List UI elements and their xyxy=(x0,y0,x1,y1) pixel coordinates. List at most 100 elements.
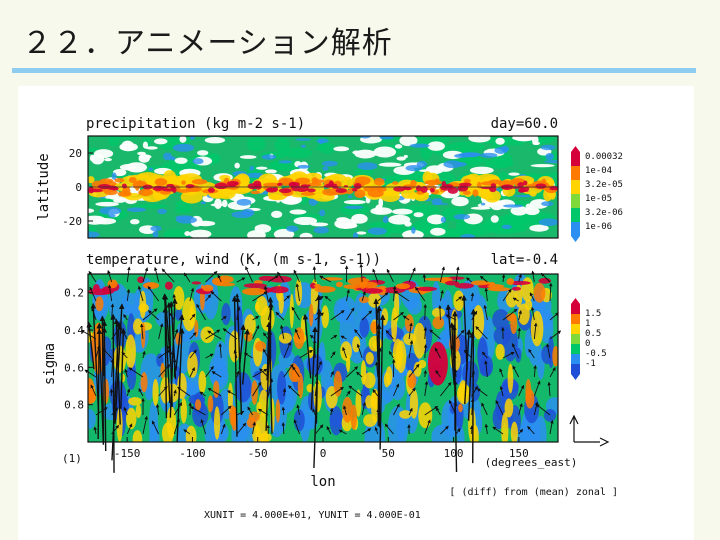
strong-wind-vector xyxy=(101,327,108,451)
wind-vector xyxy=(346,289,350,302)
colorbar-bottom-triangle xyxy=(571,374,580,380)
precip-blob xyxy=(163,228,190,238)
light-precip-blob xyxy=(453,214,471,220)
cold-anomaly-blob xyxy=(543,409,557,422)
colorbar-swatch xyxy=(571,166,580,180)
precip-band-core xyxy=(420,185,428,193)
wind-vector xyxy=(139,323,144,340)
colorbar-swatch xyxy=(571,180,580,194)
wind-vector xyxy=(283,295,291,302)
wind-vector xyxy=(283,341,291,359)
precip-band-core xyxy=(214,182,228,190)
dry-patch xyxy=(264,169,277,174)
upper-layer-blob xyxy=(137,276,145,284)
colorbar-label: -1 xyxy=(585,359,596,369)
dry-patch xyxy=(145,146,158,150)
light-precip-blob xyxy=(513,195,534,198)
light-precip-blob xyxy=(357,162,378,170)
precip-band-core xyxy=(185,184,195,189)
strong-wind-vector xyxy=(166,302,173,407)
warm-anomaly-blob xyxy=(185,425,197,442)
wind-vector xyxy=(377,292,389,302)
wind-vector xyxy=(252,291,268,302)
wind-vector xyxy=(533,380,541,397)
wind-vector xyxy=(158,349,171,359)
wind-vector xyxy=(528,348,535,359)
strong-wind-vector xyxy=(241,328,250,385)
precip-band-blob xyxy=(138,188,154,197)
strong-wind-vector xyxy=(234,296,243,416)
warm-anomaly-blob xyxy=(198,370,207,394)
temp-blob xyxy=(304,415,318,430)
light-precip-blob xyxy=(544,160,558,164)
warm-anomaly-blob xyxy=(213,380,220,398)
light-precip-blob xyxy=(249,165,255,171)
wind-vector xyxy=(330,370,334,378)
dry-patch xyxy=(104,158,112,162)
wind-vector xyxy=(161,268,175,283)
light-precip-blob xyxy=(297,164,310,169)
colorbar-label: 3.2e-05 xyxy=(585,180,623,190)
light-precip-blob xyxy=(501,224,512,230)
wind-vector xyxy=(393,311,404,321)
warm-anomaly-blob xyxy=(275,399,281,423)
warm-anomaly-blob xyxy=(346,354,351,373)
dry-patch xyxy=(373,146,397,158)
colorbar-swatch xyxy=(571,364,580,374)
dry-patch xyxy=(468,136,491,143)
colorbar-label: -0.5 xyxy=(585,349,607,359)
precip-band-blob xyxy=(488,179,503,185)
cold-anomaly-blob xyxy=(329,405,343,436)
warm-anomaly-blob xyxy=(505,289,518,308)
warm-anomaly-blob xyxy=(207,395,214,413)
dry-patch xyxy=(351,213,368,224)
wind-vector xyxy=(439,289,444,302)
temp-blob xyxy=(148,400,159,442)
wind-vector xyxy=(295,283,300,302)
wind-vector xyxy=(226,390,238,397)
wind-vector xyxy=(423,326,428,340)
wind-vector xyxy=(247,406,253,416)
light-precip-blob xyxy=(494,146,508,154)
wind-vector xyxy=(374,361,379,378)
wind-vector xyxy=(236,410,245,416)
light-precip-blob xyxy=(245,172,265,178)
wind-vector xyxy=(372,268,379,283)
temp-x-axis: -150 -100 -50 0 50 100 150 xyxy=(114,437,529,460)
upper-layer-blob xyxy=(88,288,112,296)
wind-vector xyxy=(361,291,366,302)
precip-band-core xyxy=(351,188,358,192)
colorbar-swatch xyxy=(571,194,580,208)
wind-vector xyxy=(210,291,222,302)
precip-band-blob xyxy=(114,178,125,183)
wind-vector xyxy=(218,343,223,359)
precip-band-blob xyxy=(181,180,186,185)
cold-anomaly-blob xyxy=(306,353,323,376)
dry-patch xyxy=(95,201,119,207)
precip-band-core xyxy=(291,184,302,192)
wind-vector xyxy=(343,405,347,416)
dry-patch xyxy=(334,218,357,229)
wind-vector xyxy=(292,366,300,378)
wind-vector xyxy=(342,346,347,359)
precip-band-core xyxy=(323,185,331,188)
precip-band-core xyxy=(166,183,175,188)
warm-anomaly-blob xyxy=(138,322,153,331)
light-precip-blob xyxy=(313,226,329,234)
dry-patch xyxy=(399,136,418,147)
wind-vector xyxy=(205,353,214,359)
dry-patch xyxy=(234,162,240,169)
precip-band-blob xyxy=(470,176,477,187)
light-precip-blob xyxy=(382,215,389,224)
dry-patch xyxy=(197,150,209,156)
warm-anomaly-blob xyxy=(255,340,267,352)
wind-vector xyxy=(199,391,206,397)
precip-band-blob xyxy=(191,179,208,185)
wind-vector xyxy=(415,286,426,302)
wind-vector xyxy=(296,404,300,416)
wind-vector xyxy=(126,423,133,435)
warm-anomaly-blob xyxy=(432,316,445,330)
wind-vector xyxy=(502,288,512,302)
x-tick-label: -100 xyxy=(179,447,206,460)
precip-band-blob xyxy=(476,189,490,198)
